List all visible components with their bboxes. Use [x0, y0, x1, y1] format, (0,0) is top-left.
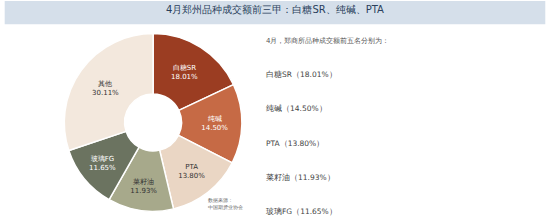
svg-text:其他30.11%: 其他30.11%: [92, 80, 119, 97]
svg-text:玻璃FG11.65%: 玻璃FG11.65%: [89, 155, 116, 172]
svg-text:菜籽油（11.93%）: 菜籽油（11.93%）: [266, 173, 335, 182]
svg-text:玻璃FG（11.65%）: 玻璃FG（11.65%）: [266, 207, 337, 216]
svg-text:纯碱14.50%: 纯碱14.50%: [201, 115, 228, 132]
svg-text:4月，郑商所品种成交额前五名分别为：: 4月，郑商所品种成交额前五名分别为：: [266, 37, 389, 45]
svg-text:PTA（13.80%）: PTA（13.80%）: [266, 139, 324, 148]
svg-text:菜籽油11.93%: 菜籽油11.93%: [130, 178, 157, 195]
svg-text:白糖SR（18.01%）: 白糖SR（18.01%）: [266, 70, 337, 79]
svg-text:PTA13.80%: PTA13.80%: [178, 163, 205, 180]
svg-text:纯碱（14.50%）: 纯碱（14.50%）: [266, 104, 327, 113]
svg-text:数据来源：中国期货业协会: 数据来源：中国期货业协会: [208, 197, 243, 210]
svg-text:白糖SR18.01%: 白糖SR18.01%: [171, 64, 198, 81]
svg-text:4月郑州品种成交额前三甲：白糖SR、纯碱、PTA: 4月郑州品种成交额前三甲：白糖SR、纯碱、PTA: [166, 4, 384, 15]
